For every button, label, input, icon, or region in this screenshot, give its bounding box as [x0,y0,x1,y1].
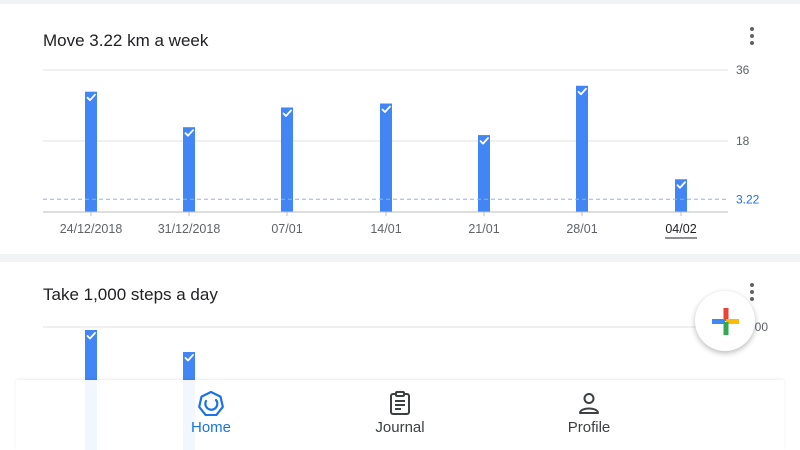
nav-label: Home [190,419,231,436]
bar [675,179,687,212]
goal-check-icon [282,109,292,117]
goal-check-icon [184,354,194,362]
goal-check-icon [381,105,391,113]
more-options-button[interactable] [740,280,764,304]
bar [380,103,392,212]
weekly-distance-chart: 18 36 3.22 24/12/2018 31/12/2018 07/01 14/01 21… [43,63,760,239]
goal-check-icon [479,137,489,145]
goal-check-icon [184,129,194,137]
x-tick-label: 24/12/2018 [60,222,123,236]
nav-label: Profile [567,419,611,436]
goal-label: 3.22 [736,192,760,206]
card-title: Move 3.22 km a week [43,31,209,50]
goal-check-icon [86,332,96,340]
home-ring-icon [198,390,224,416]
goal-check-icon [577,87,587,96]
nav-label: Journal [375,419,425,436]
bar [85,91,97,212]
card-title: Take 1,000 steps a day [43,285,218,304]
x-tick-label: 04/02 [665,222,696,236]
person-icon [579,393,599,414]
x-tick-label: 28/01 [566,222,597,236]
bar [281,107,293,212]
more-options-button[interactable] [740,24,764,48]
y-tick-label: 36 [736,63,750,77]
more-vert-icon [750,27,754,31]
bar [183,127,195,212]
clipboard-icon [390,391,410,415]
x-tick-label: 14/01 [370,222,401,236]
goal-check-icon [676,181,686,189]
goal-check-icon [86,93,96,102]
x-tick-label: 31/12/2018 [158,222,221,236]
bottom-navigation: Home Journal Profile [16,380,784,450]
x-tick-label: 21/01 [468,222,499,236]
add-fab-button[interactable] [695,291,755,351]
nav-item-home[interactable]: Home [151,390,271,446]
bar [576,85,588,212]
bar [478,135,490,212]
more-vert-icon [750,283,754,287]
add-icon [712,308,739,335]
nav-item-journal[interactable]: Journal [340,390,460,446]
y-tick-label: 18 [736,134,750,148]
nav-item-profile[interactable]: Profile [529,390,649,446]
goal-card-move[interactable]: Move 3.22 km a week 18 36 3.22 24/12/2018 31… [0,4,800,254]
x-tick-label: 07/01 [271,222,302,236]
